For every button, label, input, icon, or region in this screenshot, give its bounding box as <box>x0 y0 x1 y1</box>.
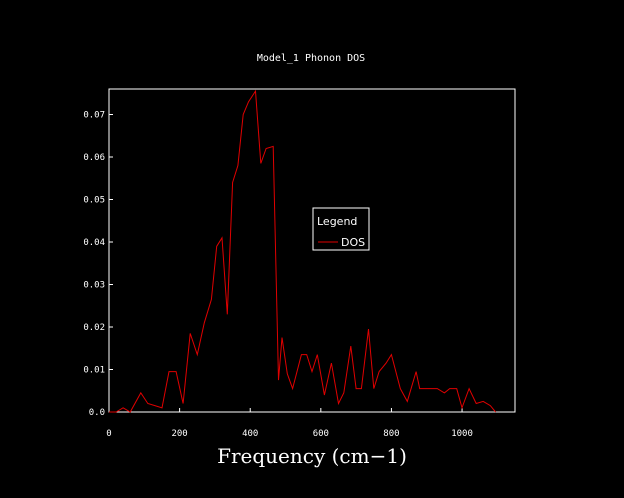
plot-frame <box>108 88 516 413</box>
y-tick-label: 0.0 <box>89 408 105 418</box>
y-axis: 0.0 0.01 0.02 0.03 0.04 0.05 0.06 0.07 <box>83 111 113 418</box>
x-tick-label: 0 <box>106 429 111 439</box>
y-tick-label: 0.04 <box>83 238 105 248</box>
legend-label-dos: DOS <box>341 236 365 249</box>
y-tick-label: 0.03 <box>83 281 105 291</box>
x-tick-label: 600 <box>313 429 329 439</box>
y-tick-label: 0.05 <box>83 196 105 206</box>
x-tick-label: 800 <box>383 429 399 439</box>
chart-title: Model_1 Phonon DOS <box>257 53 365 64</box>
x-axis-label: Frequency (cm−1) <box>217 444 407 468</box>
x-axis: 0 200 400 600 800 1000 <box>106 408 473 439</box>
legend-box <box>312 207 370 251</box>
y-tick-label: 0.01 <box>83 366 105 376</box>
x-tick-label: 1000 <box>451 429 473 439</box>
y-tick-label: 0.07 <box>83 111 105 121</box>
legend-title: Legend <box>317 215 357 228</box>
series-line-dos <box>109 89 496 413</box>
x-tick-label: 200 <box>171 429 187 439</box>
legend: Legend DOS <box>312 207 370 251</box>
y-tick-label: 0.02 <box>83 323 105 333</box>
x-tick-label: 400 <box>242 429 258 439</box>
series-layer <box>109 89 496 413</box>
y-tick-label: 0.06 <box>83 153 105 163</box>
